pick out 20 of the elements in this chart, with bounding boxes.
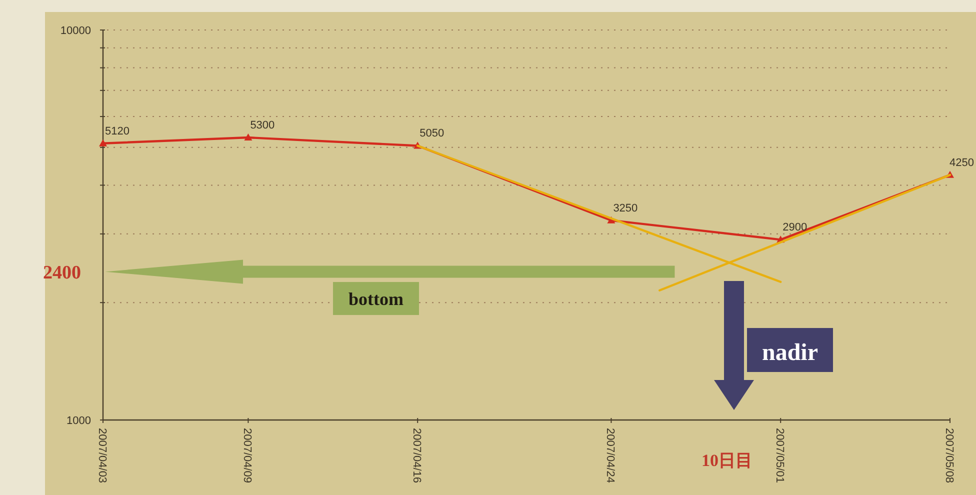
y-tick-label: 10000 xyxy=(60,25,91,37)
data-label: 5120 xyxy=(105,125,130,138)
y-tick-label: 1000 xyxy=(66,415,91,427)
annotation: bottom xyxy=(348,289,404,309)
data-label: 4250 xyxy=(950,156,974,169)
annotation: nadir xyxy=(762,340,818,366)
x-tick-label: 2007/04/24 xyxy=(604,428,616,484)
text: 10日目 xyxy=(702,451,752,470)
x-tick-label: 2007/04/03 xyxy=(96,428,108,484)
data-label: 2900 xyxy=(782,222,808,234)
x-tick-label: 2007/04/09 xyxy=(241,428,254,484)
data-label: 5050 xyxy=(420,128,444,140)
x-tick-label: 2007/05/08 xyxy=(943,428,955,484)
data-label: 5300 xyxy=(250,120,275,132)
point xyxy=(244,134,252,141)
point xyxy=(99,139,107,146)
x-tick-label: 2007/04/16 xyxy=(410,428,423,484)
ref-line-label: 2400 xyxy=(43,262,81,284)
x-tick-label: 2007/05/01 xyxy=(774,428,786,484)
data-label: 3250 xyxy=(613,202,638,214)
